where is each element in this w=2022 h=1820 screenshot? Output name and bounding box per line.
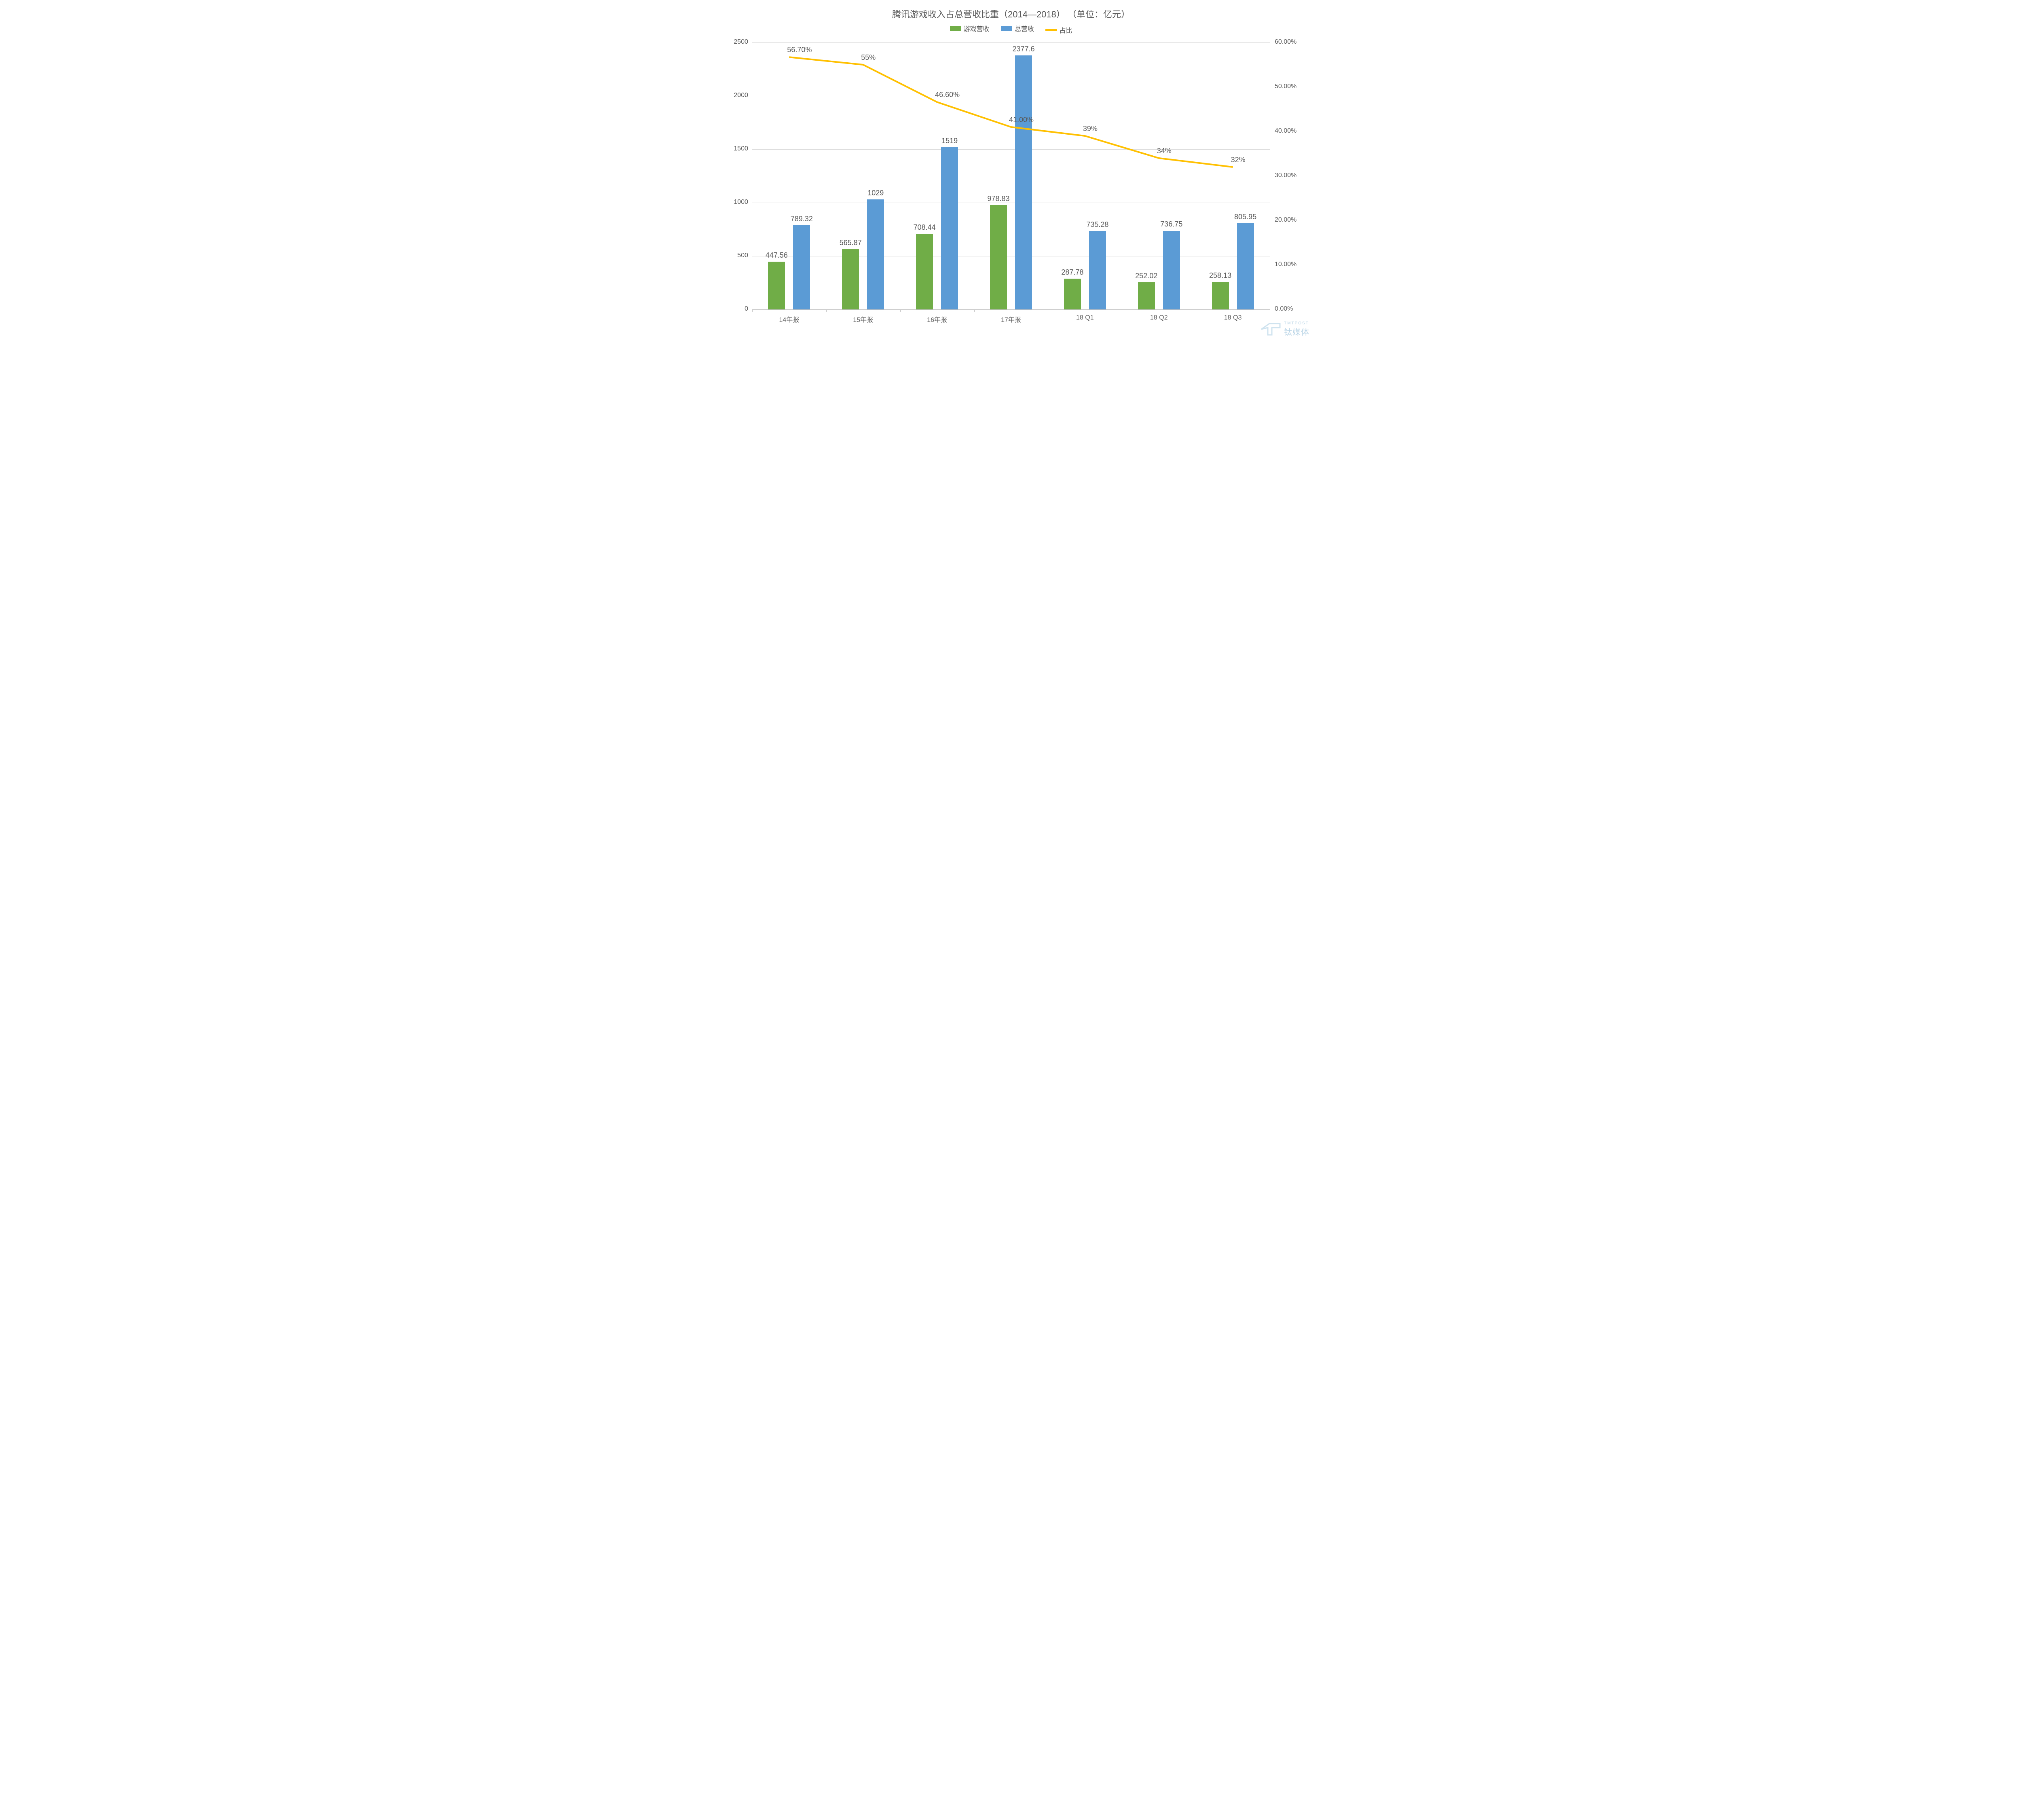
x-tick-label: 15年报 bbox=[826, 314, 900, 324]
y2-tick-label: 0.00% bbox=[1275, 305, 1293, 313]
legend-label-ratio: 占比 bbox=[1059, 25, 1072, 35]
y1-tick-label: 500 bbox=[724, 252, 748, 259]
y1-tick-label: 2500 bbox=[724, 38, 748, 46]
watermark-subtext: TMTPOST bbox=[1284, 321, 1309, 326]
legend-label-total: 总营收 bbox=[1015, 23, 1034, 33]
legend-swatch-total bbox=[1001, 26, 1012, 31]
y1-tick-label: 1500 bbox=[724, 145, 748, 152]
y2-tick-label: 60.00% bbox=[1275, 38, 1297, 46]
x-tick bbox=[752, 309, 753, 312]
x-tick-label: 16年报 bbox=[900, 314, 974, 324]
y2-tick-label: 10.00% bbox=[1275, 261, 1297, 268]
x-tick bbox=[826, 309, 827, 312]
y1-tick-label: 0 bbox=[724, 305, 748, 313]
y2-tick-label: 40.00% bbox=[1275, 127, 1297, 135]
y2-tick-label: 50.00% bbox=[1275, 83, 1297, 90]
y1-tick-label: 2000 bbox=[724, 92, 748, 99]
legend-swatch-ratio bbox=[1045, 29, 1057, 31]
x-axis-line bbox=[752, 309, 1270, 310]
chart-title: 腾讯游戏收入占总营收比重（2014—2018） （单位：亿元） bbox=[708, 7, 1314, 20]
x-tick-label: 14年报 bbox=[752, 314, 826, 324]
legend-item-ratio: 占比 bbox=[1045, 25, 1072, 35]
y2-tick-label: 20.00% bbox=[1275, 216, 1297, 224]
ratio-line bbox=[752, 42, 1270, 309]
chart-legend: 游戏营收 总营收 占比 bbox=[708, 23, 1314, 35]
combo-chart: 腾讯游戏收入占总营收比重（2014—2018） （单位：亿元） 游戏营收 总营收… bbox=[708, 0, 1314, 341]
watermark-text: 钛媒体 bbox=[1284, 326, 1309, 337]
x-tick bbox=[900, 309, 901, 312]
watermark-icon bbox=[1260, 322, 1282, 336]
plot-area: 050010001500200025000.00%10.00%20.00%30.… bbox=[752, 42, 1270, 309]
x-tick bbox=[974, 309, 975, 312]
legend-item-total: 总营收 bbox=[1001, 23, 1034, 33]
y1-tick-label: 1000 bbox=[724, 199, 748, 206]
x-tick-label: 18 Q2 bbox=[1122, 314, 1196, 322]
x-tick-label: 18 Q3 bbox=[1196, 314, 1270, 322]
legend-item-game: 游戏营收 bbox=[950, 23, 990, 33]
legend-label-game: 游戏营收 bbox=[964, 23, 990, 33]
x-tick-label: 17年报 bbox=[974, 314, 1048, 324]
x-tick-label: 18 Q1 bbox=[1048, 314, 1122, 322]
y2-tick-label: 30.00% bbox=[1275, 172, 1297, 179]
legend-swatch-game bbox=[950, 26, 961, 31]
watermark: TMTPOST 钛媒体 bbox=[1260, 321, 1309, 337]
